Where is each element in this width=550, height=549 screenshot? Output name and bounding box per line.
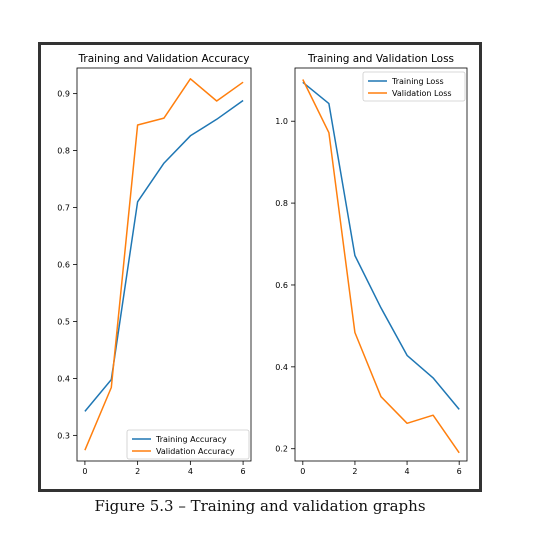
chart-title: Training and Validation Loss [307, 53, 454, 65]
x-tick-label: 6 [241, 467, 246, 476]
y-tick-label: 0.8 [57, 147, 70, 156]
x-tick-label: 0 [82, 467, 87, 476]
figure-caption: Figure 5.3 – Training and validation gra… [94, 497, 426, 515]
y-tick-label: 0.5 [57, 317, 70, 326]
plot-area [76, 67, 252, 462]
series-line-validation [84, 78, 244, 451]
x-tick-label: 2 [352, 467, 357, 476]
x-tick-label: 4 [405, 467, 410, 476]
y-tick-label: 1.0 [275, 117, 288, 126]
plot-area [294, 67, 468, 462]
y-tick-label: 0.3 [57, 431, 70, 440]
legend-box [362, 71, 466, 102]
y-tick-label: 0.8 [275, 199, 288, 208]
x-tick-label: 0 [300, 467, 305, 476]
chart-svg: Training and Validation Accuracy 0 2 4 6 0.3 0… [57, 53, 468, 476]
legend-label: Training Accuracy [155, 435, 227, 444]
loss-chart: Training and Validation Loss 0 2 4 6 0.2 0.4 0.… [275, 53, 468, 476]
chart-title: Training and Validation Accuracy [78, 53, 250, 65]
y-tick-label: 0.2 [275, 445, 288, 454]
legend-label: Validation Loss [392, 89, 452, 98]
x-tick-label: 2 [135, 467, 140, 476]
accuracy-chart: Training and Validation Accuracy 0 2 4 6 0.3 0… [57, 53, 252, 476]
y-tick-label: 0.9 [57, 90, 70, 99]
legend-label: Training Loss [391, 77, 444, 86]
y-tick-label: 0.6 [57, 261, 70, 270]
legend-label: Validation Accuracy [156, 447, 235, 456]
x-tick-label: 6 [457, 467, 462, 476]
y-tick-label: 0.7 [57, 204, 70, 213]
y-tick-label: 0.4 [275, 363, 288, 372]
legend-box [126, 429, 250, 460]
y-tick-label: 0.6 [275, 281, 288, 290]
series-line-validation [302, 79, 460, 454]
y-tick-label: 0.4 [57, 374, 70, 383]
series-line-training [84, 99, 244, 412]
series-line-training [302, 81, 460, 410]
figure-frame: Training and Validation Accuracy 0 2 4 6 0.3 0… [38, 42, 482, 492]
x-tick-label: 4 [188, 467, 193, 476]
